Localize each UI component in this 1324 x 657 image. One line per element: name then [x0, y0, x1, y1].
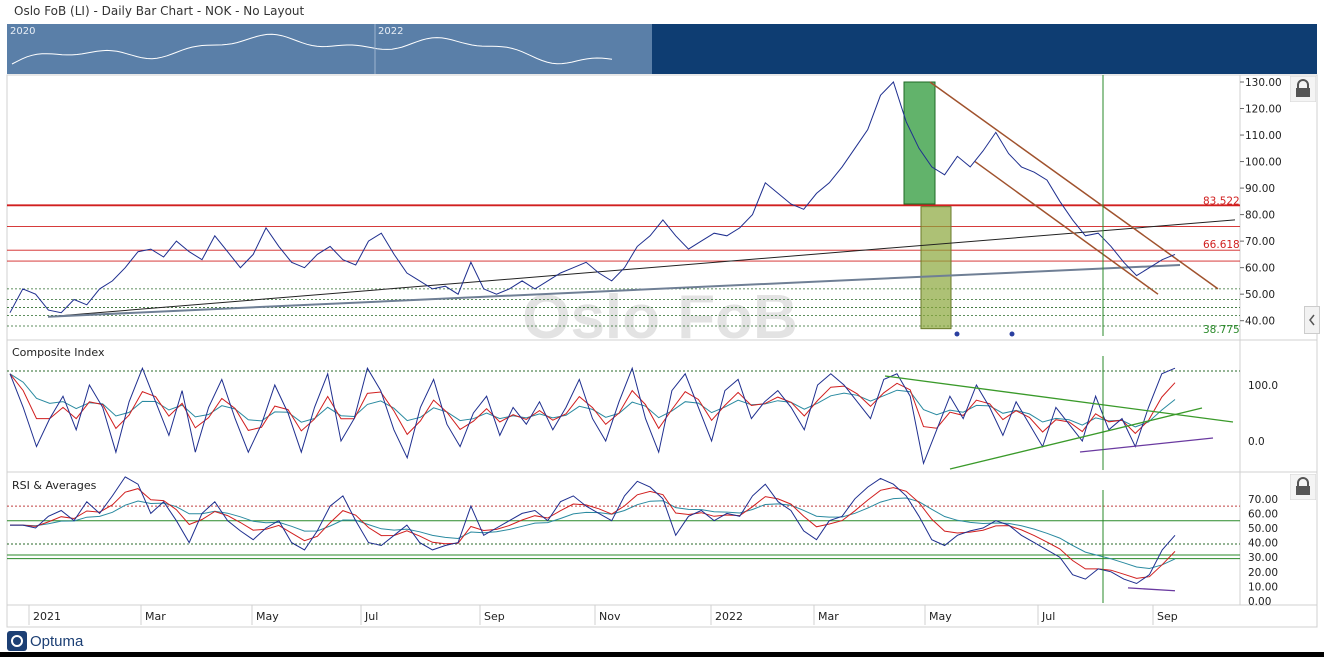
bottom-bar [0, 652, 1324, 657]
composite-slow-average [9, 373, 1176, 428]
x-axis-tick: Mar [145, 610, 166, 623]
x-axis-tick: Nov [599, 610, 621, 623]
navigator-line [11, 24, 613, 74]
rsi-y-tick: 0.00 [1248, 596, 1271, 608]
composite-divergence-line [1079, 437, 1214, 453]
olive-highlight-box [920, 206, 952, 330]
navigator-year-2022: 2022 [378, 26, 404, 37]
rsi-y-tick: 20.00 [1248, 567, 1278, 579]
x-axis-tick: May [256, 610, 279, 623]
composite-y-tick: 0.0 [1248, 436, 1265, 448]
green-highlight-box [903, 81, 936, 205]
x-axis-tick: Sep [484, 610, 505, 623]
rsi-y-tick: 50.00 [1248, 523, 1278, 535]
trendline-grey [47, 264, 1181, 318]
price-y-tick: 100.00 [1245, 157, 1282, 169]
lock-icon[interactable] [1289, 75, 1317, 103]
x-axis-tick: May [929, 610, 952, 623]
x-axis: 2021 Mar May Jul Sep Nov 2022 Mar May Jul Sep [28, 605, 1178, 625]
price-label-lower: 38.775 [1203, 324, 1240, 336]
price-y-tick: 50.00 [1245, 289, 1275, 301]
lock-icon[interactable] [1289, 473, 1317, 501]
composite-y-tick: 100.0 [1248, 380, 1278, 392]
price-label-middle: 66.618 [1203, 239, 1240, 251]
x-axis-tick: Sep [1157, 610, 1178, 623]
rsi-y-tick: 70.00 [1248, 494, 1278, 506]
price-panel: 130.00 120.00 110.00 100.00 90.00 80.00 70.00 6… [7, 75, 1282, 337]
x-axis-tick: Jul [1041, 610, 1055, 623]
window-title: Oslo FoB (LI) - Daily Bar Chart - NOK - … [14, 4, 305, 18]
price-y-tick: 110.00 [1245, 130, 1282, 142]
event-marker [954, 331, 960, 337]
optuma-logo: Optuma [7, 631, 83, 651]
composite-trendline-upper [884, 375, 1234, 423]
x-axis-tick: Jul [364, 610, 378, 623]
rsi-panel: 70.00 60.00 50.00 40.00 30.00 20.00 10.00 0.00 [7, 476, 1278, 608]
rsi-line [10, 476, 1176, 585]
price-y-tick: 80.00 [1245, 210, 1275, 222]
composite-panel: 100.0 0.0 [7, 356, 1278, 470]
price-y-tick: 40.00 [1245, 316, 1275, 328]
rsi-label: RSI & Averages [12, 479, 97, 492]
x-axis-tick: 2021 [33, 610, 61, 623]
event-marker [1009, 331, 1015, 337]
price-y-tick: 90.00 [1245, 183, 1275, 195]
rsi-divergence-line [1127, 587, 1176, 592]
composite-index-line [9, 366, 1176, 466]
collapse-panel-chevron-left-icon[interactable] [1304, 306, 1320, 334]
rsi-y-tick: 30.00 [1248, 552, 1278, 564]
trendline-down-upper [929, 81, 1219, 290]
logo-text: Optuma [30, 632, 84, 650]
price-label-upper: 83.522 [1203, 195, 1240, 207]
navigator-selection[interactable] [7, 24, 652, 74]
price-series-line [9, 81, 1176, 314]
price-y-tick: 60.00 [1245, 263, 1275, 275]
trendline-black [47, 219, 1236, 318]
price-y-tick: 130.00 [1245, 77, 1282, 89]
x-axis-tick: 2022 [715, 610, 743, 623]
composite-label: Composite Index [12, 346, 105, 359]
trendline-down-lower [974, 160, 1159, 295]
composite-trendline-lower [949, 407, 1203, 470]
optuma-logo-icon [7, 631, 27, 651]
rsi-y-tick: 10.00 [1248, 581, 1278, 593]
watermark: Oslo FoB [522, 283, 798, 352]
date-navigator[interactable]: 2020 2022 [7, 24, 1317, 74]
price-y-tick: 120.00 [1245, 104, 1282, 116]
x-axis-tick: Mar [818, 610, 839, 623]
navigator-year-2020: 2020 [10, 26, 36, 37]
price-y-tick: 70.00 [1245, 236, 1275, 248]
rsi-fast-average [10, 487, 1176, 579]
rsi-slow-average [10, 497, 1176, 570]
rsi-y-tick: 40.00 [1248, 538, 1278, 550]
rsi-y-tick: 60.00 [1248, 508, 1278, 520]
